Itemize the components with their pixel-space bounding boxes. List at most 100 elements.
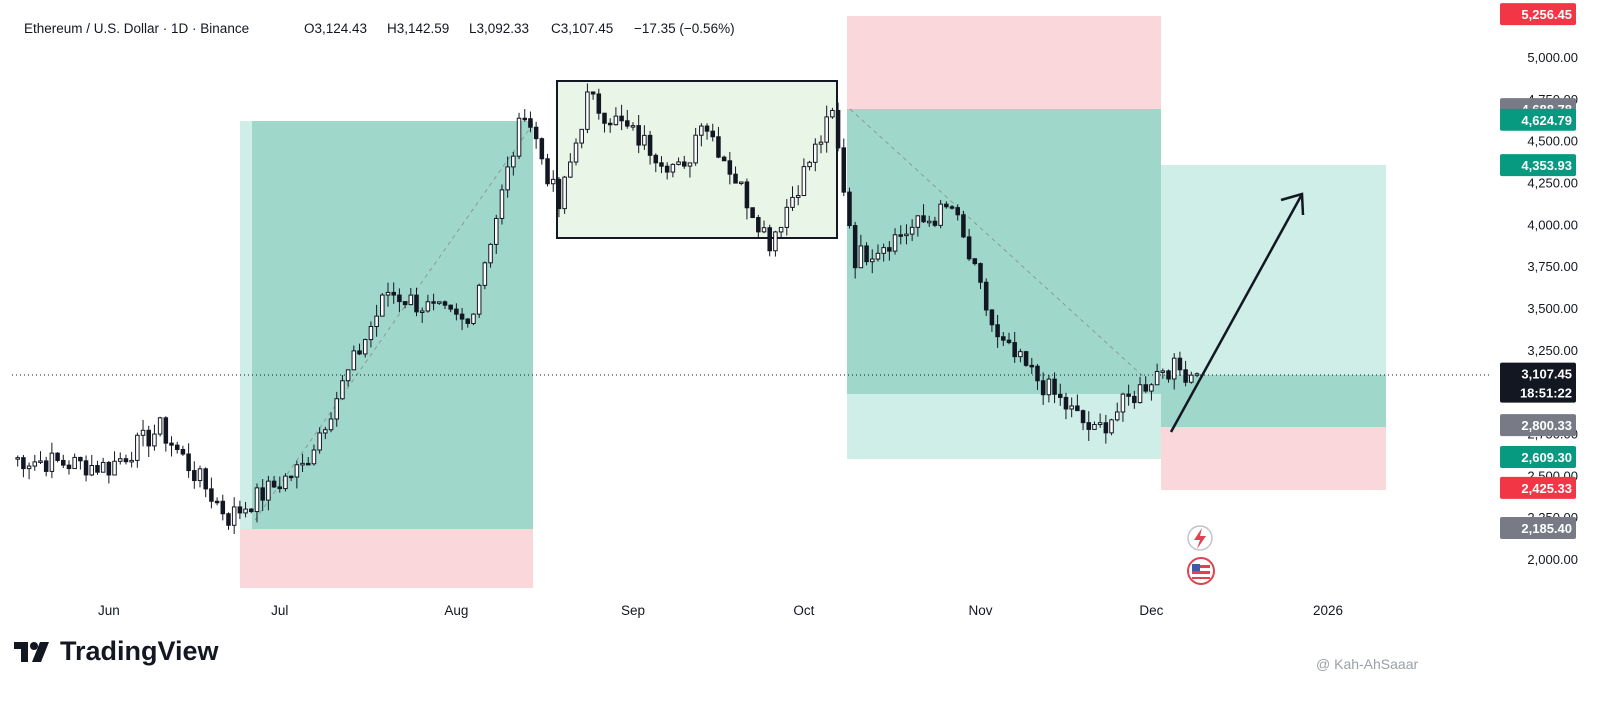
long-position-1-profit-zone[interactable] <box>240 121 533 529</box>
candle <box>898 225 904 245</box>
time-axis[interactable]: Jun Jul Aug Sep Oct Nov Dec 2026 <box>98 603 1343 618</box>
short-position-profit-light <box>847 394 1161 459</box>
candle <box>1063 392 1069 420</box>
candle <box>835 102 841 152</box>
candle <box>522 109 528 122</box>
candle <box>750 207 755 219</box>
candle <box>738 181 744 186</box>
tradingview-brand[interactable]: TradingView <box>12 636 219 667</box>
event-icon-lightning[interactable] <box>1187 525 1213 551</box>
candle <box>1177 351 1183 376</box>
y-tick-label: 4,250.00 <box>1527 176 1578 191</box>
short-position-loss-zone[interactable] <box>847 16 1161 109</box>
candle <box>499 184 505 225</box>
candle <box>579 128 584 149</box>
candle <box>283 473 288 492</box>
candle <box>123 454 129 465</box>
candle <box>1040 372 1046 405</box>
projection-arrow[interactable] <box>1169 192 1305 433</box>
candle <box>1075 394 1080 412</box>
long-position-1-profit-light <box>240 121 252 529</box>
y-tick-label: 5,000.00 <box>1527 50 1578 65</box>
candle <box>66 460 72 475</box>
y-tick-label: 3,500.00 <box>1527 301 1578 316</box>
candle <box>613 107 619 126</box>
candle <box>944 201 949 209</box>
candle <box>1160 368 1166 379</box>
candle <box>311 444 317 466</box>
candle <box>784 199 790 236</box>
candle <box>1001 331 1006 347</box>
candle <box>174 441 180 454</box>
candle <box>140 419 146 447</box>
candle <box>408 287 414 306</box>
candle <box>209 477 214 509</box>
candle <box>1171 353 1177 390</box>
candle <box>186 443 191 478</box>
candle <box>402 301 408 309</box>
candle <box>989 309 995 332</box>
candle <box>790 186 795 211</box>
candle <box>659 156 664 174</box>
candle <box>368 321 374 348</box>
candle <box>1183 360 1188 387</box>
x-tick-label: Dec <box>1139 603 1163 618</box>
candle <box>590 91 596 100</box>
candle <box>89 454 95 477</box>
candle <box>636 114 641 154</box>
candle <box>288 475 294 482</box>
candle <box>966 228 972 261</box>
trend-guides <box>12 108 1490 521</box>
candle <box>391 282 396 304</box>
candle <box>864 242 869 266</box>
long-position-1-loss-zone[interactable] <box>240 529 533 588</box>
long-position-2-loss-zone[interactable] <box>1161 427 1386 490</box>
candle <box>704 123 710 140</box>
candle <box>516 112 522 160</box>
price-badge: 2,425.33 <box>1500 476 1576 499</box>
candle <box>448 304 453 313</box>
candle <box>1086 411 1092 441</box>
candle <box>300 453 305 472</box>
price-badge-label: 4,353.93 <box>1521 158 1572 173</box>
long-position-2-target-zone[interactable] <box>1161 165 1386 375</box>
price-badge: 2,185.40 <box>1500 516 1576 539</box>
candle <box>214 497 220 506</box>
candle <box>716 126 721 159</box>
y-tick-label: 4,500.00 <box>1527 134 1578 149</box>
candle <box>21 454 26 478</box>
candle <box>1194 372 1200 378</box>
candle <box>425 294 431 313</box>
projection-arrow-head <box>1280 192 1305 216</box>
candle <box>100 457 106 473</box>
price-badge: 3,107.45 18:51:22 <box>1500 362 1576 403</box>
candle <box>266 475 271 511</box>
candle <box>1109 418 1114 436</box>
candle <box>1006 332 1012 345</box>
event-icon-us-flag[interactable] <box>1187 557 1215 585</box>
candle <box>340 374 345 400</box>
price-badge: 4,353.93 <box>1500 154 1576 177</box>
projection-arrow-shaft <box>1169 195 1303 433</box>
short-position-profit-zone[interactable] <box>847 109 1161 394</box>
candle <box>619 104 624 131</box>
candle <box>1143 376 1148 393</box>
candle <box>625 109 630 129</box>
y-tick-label: 2,000.00 <box>1527 552 1578 567</box>
chart-header-low: L3,092.33 <box>469 21 529 36</box>
tradingview-brand-name: TradingView <box>60 636 219 666</box>
candle <box>146 425 151 457</box>
price-badge-label: 3,107.45 <box>1521 367 1572 382</box>
candle <box>459 307 465 331</box>
candle <box>1120 392 1126 422</box>
candle <box>664 162 670 180</box>
x-tick-label: Oct <box>793 603 814 618</box>
candle <box>249 508 254 514</box>
candle <box>32 454 38 471</box>
candle <box>317 427 322 454</box>
candle <box>1126 384 1131 406</box>
candle <box>869 249 875 274</box>
candle <box>38 451 43 464</box>
candle <box>1018 348 1023 363</box>
